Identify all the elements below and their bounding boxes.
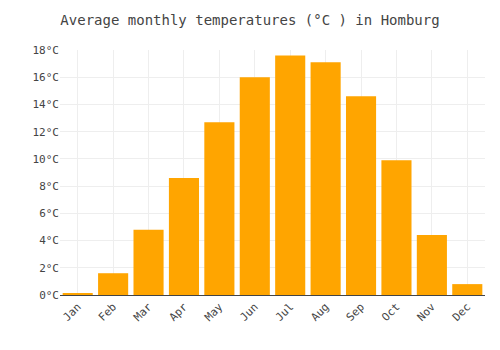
svg-text:10°C: 10°C [33, 153, 60, 166]
svg-text:8°C: 8°C [39, 180, 59, 193]
svg-text:16°C: 16°C [33, 71, 60, 84]
svg-text:Jul: Jul [273, 301, 296, 324]
svg-text:Jun: Jun [238, 301, 261, 324]
svg-text:Oct: Oct [379, 301, 402, 324]
svg-text:12°C: 12°C [33, 126, 60, 139]
svg-text:Feb: Feb [96, 301, 119, 324]
svg-text:Nov: Nov [415, 300, 439, 324]
svg-text:Apr: Apr [167, 300, 191, 324]
svg-text:18°C: 18°C [33, 44, 60, 57]
svg-text:May: May [202, 300, 226, 324]
svg-text:2°C: 2°C [39, 262, 59, 275]
svg-text:Sep: Sep [344, 301, 367, 324]
svg-text:Average monthly temperatures (: Average monthly temperatures (°C ) in Ho… [60, 12, 439, 28]
svg-text:4°C: 4°C [39, 234, 59, 247]
svg-text:Jan: Jan [60, 301, 83, 324]
svg-text:0°C: 0°C [39, 289, 59, 302]
svg-text:14°C: 14°C [33, 98, 60, 111]
svg-text:Aug: Aug [308, 301, 331, 324]
svg-text:Mar: Mar [131, 300, 155, 324]
svg-text:6°C: 6°C [39, 207, 59, 220]
svg-text:Dec: Dec [450, 301, 473, 324]
